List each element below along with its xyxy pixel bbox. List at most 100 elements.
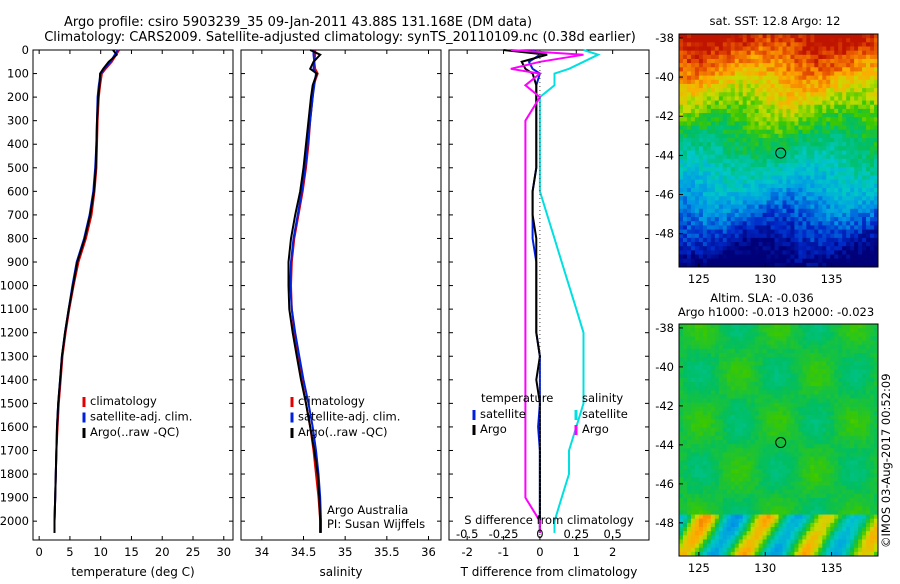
map-cell [838,171,842,176]
map-cell [683,188,687,193]
map-cell [763,332,767,337]
map-cell [846,477,850,482]
map-cell [786,242,790,247]
map-cell [759,146,763,151]
map-cell [822,378,826,383]
map-cell [798,84,802,89]
map-cell [786,328,790,333]
map-cell [834,200,838,205]
map-cell [739,55,743,60]
map-cell [739,448,743,453]
map-cell [723,167,727,172]
map-cell [679,163,683,168]
map-cell [719,357,723,362]
map-cell [798,230,802,235]
map-cell [830,34,834,39]
map-cell [814,341,818,346]
map-cell [834,374,838,379]
map-cell [814,415,818,420]
map-cell [767,394,771,399]
map-cell [802,440,806,445]
map-cell [838,121,842,126]
map-cell [763,448,767,453]
map-cell [739,440,743,445]
map-cell [834,440,838,445]
map-cell [695,423,699,428]
map-cell [834,213,838,218]
map-cell [751,59,755,64]
map-cell [723,374,727,379]
map-cell [747,142,751,147]
map-cell [830,200,834,205]
map-cell [866,71,870,76]
map-cell [782,234,786,239]
map-cell [818,92,822,97]
map-cell [695,34,699,39]
map-cell [794,477,798,482]
map-cell [870,96,874,101]
map-cell [743,238,747,243]
map-cell [759,234,763,239]
map-cell [834,361,838,366]
map-cell [870,370,874,375]
map-cell [763,92,767,97]
map-cell [751,432,755,437]
map-cell [842,130,846,135]
map-cell [834,324,838,329]
map-cell [715,196,719,201]
map-cell [767,101,771,106]
map-cell [707,105,711,110]
map-cell [735,345,739,350]
map-cell [830,146,834,151]
map-cell [794,55,798,60]
map-cell [779,469,783,474]
map-cell [759,96,763,101]
map-cell [731,374,735,379]
map-cell [818,419,822,424]
map-cell [703,188,707,193]
map-cell [771,419,775,424]
map-cell [679,159,683,164]
map-cell [711,180,715,185]
map-cell [858,113,862,118]
map-cell [790,84,794,89]
map-cell [719,365,723,370]
map-cell [747,457,751,462]
map-cell [786,180,790,185]
map-cell [842,84,846,89]
map-cell [782,394,786,399]
map-cell [782,242,786,247]
map-cell [751,109,755,114]
map-cell [866,477,870,482]
map-cell [806,259,810,264]
map-cell [806,38,810,43]
map-cell [691,365,695,370]
map-cell [850,423,854,428]
map-cell [794,88,798,93]
map-cell [814,171,818,176]
map-cell [826,205,830,210]
map-cell [687,196,691,201]
map-cell [735,159,739,164]
map-cell [866,196,870,201]
map-cell [846,423,850,428]
map-cell [798,76,802,81]
map-cell [779,138,783,143]
map-cell [751,151,755,156]
map-cell [767,209,771,214]
map-cell [707,349,711,354]
map-cell [763,457,767,462]
map-cell [679,411,683,416]
map-cell [810,415,814,420]
map-cell [858,365,862,370]
map-cell [826,399,830,404]
map-cell [739,341,743,346]
map-cell [735,200,739,205]
map-cell [850,255,854,260]
map-cell [854,126,858,131]
map-cell [794,349,798,354]
map-cell [755,361,759,366]
map-cell [842,411,846,416]
map-cell [862,192,866,197]
map-cell [679,134,683,139]
